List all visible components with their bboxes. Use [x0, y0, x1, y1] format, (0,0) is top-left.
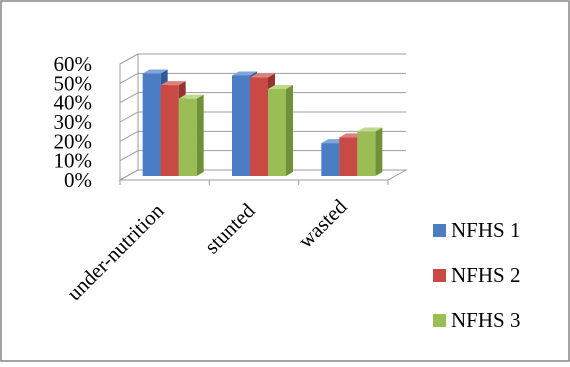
bar-side [375, 127, 383, 176]
bar-side [196, 94, 204, 176]
bar [339, 137, 358, 176]
bar-top [178, 94, 204, 99]
y-tick-label: 20% [54, 129, 93, 153]
bar [178, 98, 197, 176]
bar [250, 77, 268, 176]
legend-swatch [433, 314, 446, 327]
gridline [119, 72, 406, 84]
bar-top [142, 69, 168, 74]
bar [268, 89, 286, 176]
gridlines [119, 53, 406, 185]
legend-label: NFHS 2 [451, 263, 520, 287]
y-tick-label: 40% [54, 91, 93, 115]
y-tick-label: 50% [54, 71, 93, 95]
bar-top [232, 71, 257, 76]
legend-swatch [433, 224, 446, 237]
gridline [119, 111, 406, 123]
bar [160, 85, 179, 176]
legend-label: NFHS 1 [451, 218, 520, 242]
gridline [119, 130, 406, 142]
y-tick-label: 30% [54, 110, 93, 134]
bar [321, 143, 340, 176]
legend-swatch [433, 269, 446, 282]
y-tick-label: 60% [54, 52, 93, 76]
gridline [119, 92, 406, 104]
y-tick-label: 10% [54, 149, 93, 173]
bar-top [357, 127, 383, 132]
bar-top [250, 73, 275, 78]
bar [142, 73, 161, 176]
bar [232, 75, 250, 176]
y-axis-ticks: 0%10%20%30%40%50%60% [54, 52, 93, 192]
bars [142, 69, 383, 176]
gridline [119, 53, 406, 65]
legend: NFHS 1 NFHS 2 NFHS 3 [433, 218, 520, 332]
bar-top [160, 81, 186, 86]
y-tick-label: 0% [64, 168, 92, 192]
legend-label: NFHS 3 [451, 308, 520, 332]
bar-top [268, 85, 293, 89]
gridline [119, 150, 406, 162]
bar [357, 131, 376, 176]
gridline [119, 169, 406, 181]
bar-side [286, 85, 293, 176]
